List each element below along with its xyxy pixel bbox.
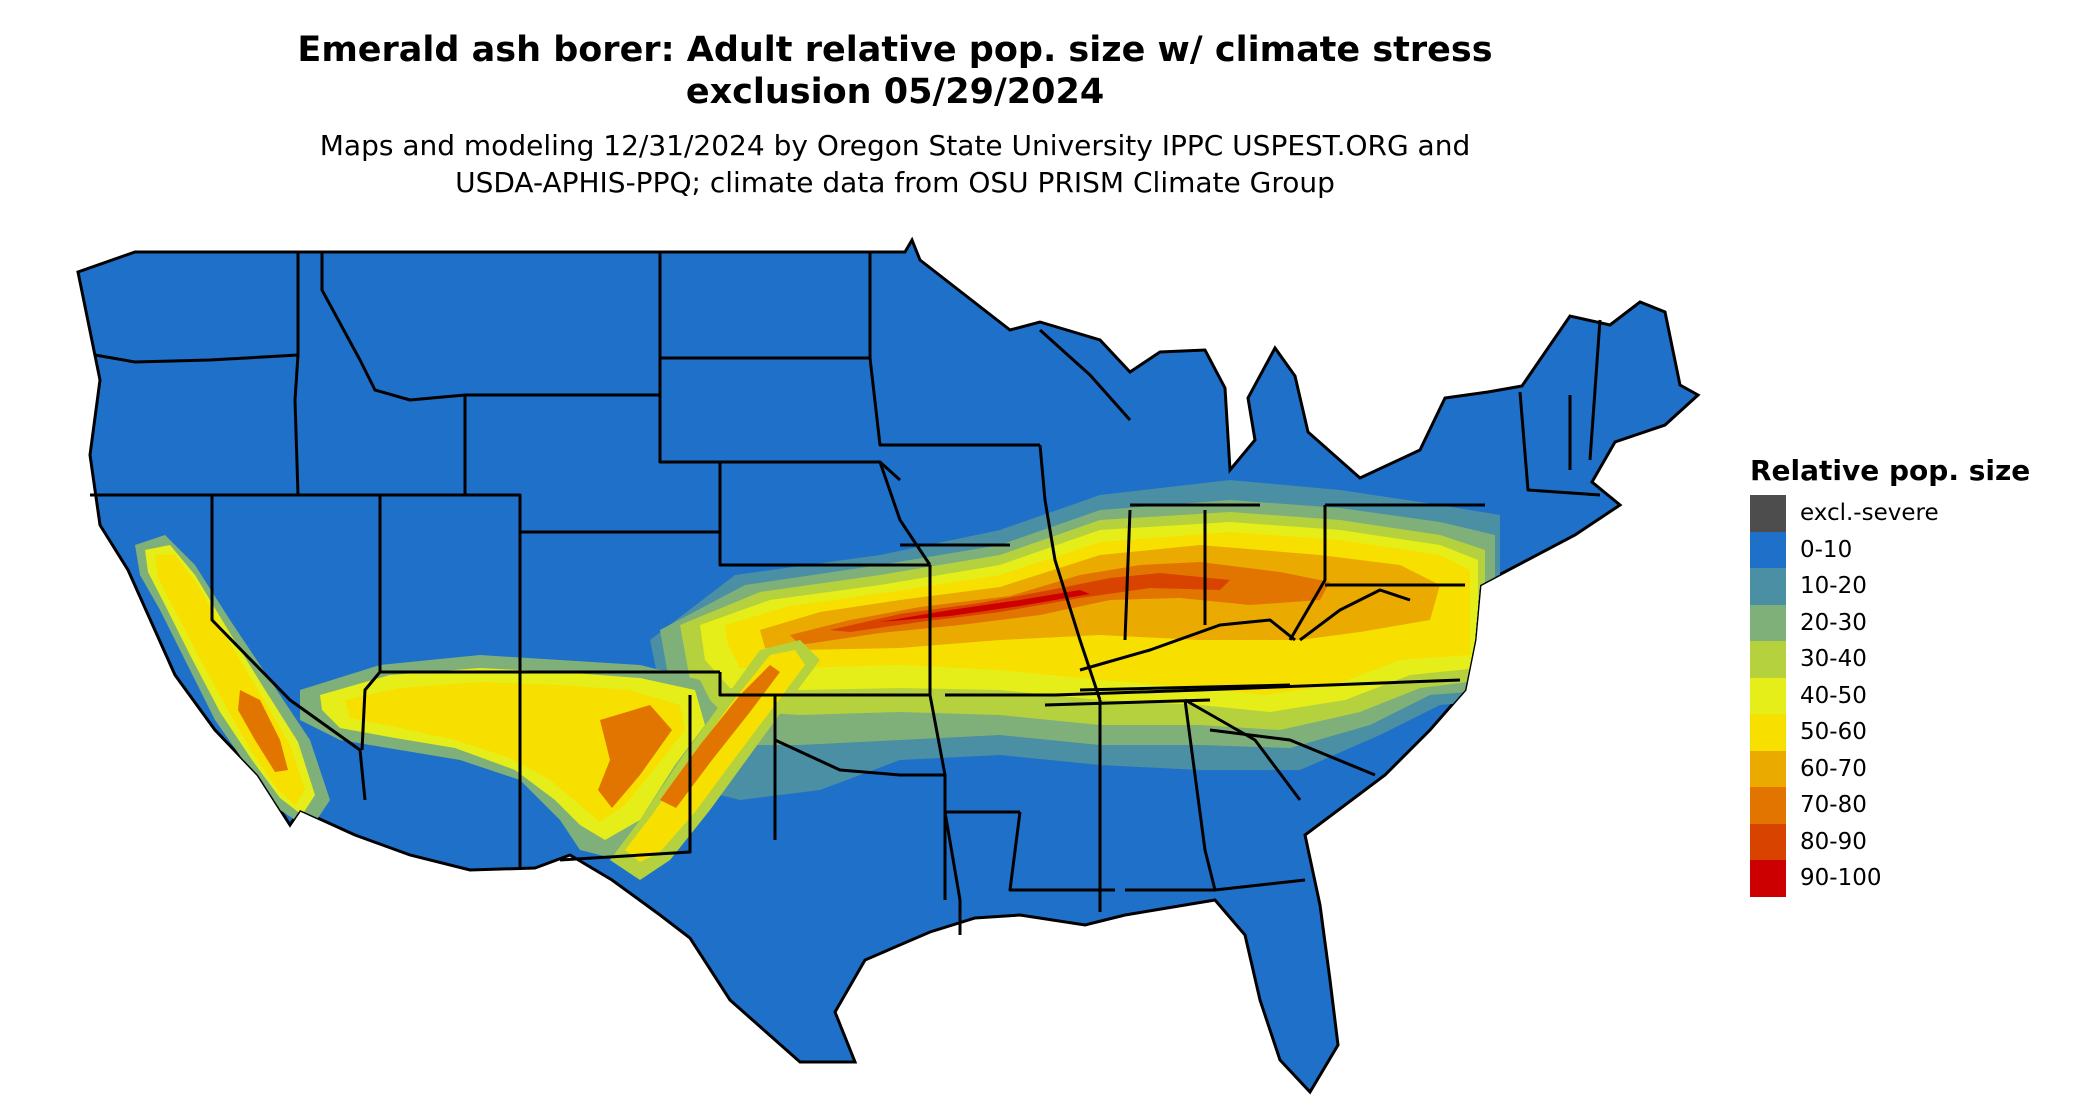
border-ca-nv [210,495,367,801]
border-wy-co-ut [380,493,720,534]
legend-swatch [1750,714,1786,751]
border-ga-sc [1184,698,1302,801]
legend-swatch [1750,750,1786,787]
legend-label: 10-20 [1800,573,1867,600]
map-title-line2: exclusion 05/29/2024 [685,72,1105,112]
border-oh-pa-wv [1288,505,1327,641]
legend: Relative pop. size excl.-severe 0-10 10-20… [1750,453,2030,897]
legend-label: excl.-severe [1800,500,1939,527]
map-subtitle-line2: USDA-APHIS-PPQ; climate data from OSU PR… [455,166,1335,199]
legend-label: 90-100 [1800,865,1882,892]
legend-item: 30-40 [1750,641,2030,678]
border-il [1038,444,1102,701]
border-ky-tn [1079,683,1291,692]
border-tx-la [943,811,962,935]
legend-swatch [1750,531,1786,568]
legend-label: 0-10 [1800,536,1853,563]
legend-item: 50-60 [1750,714,2030,751]
border-sc-nc [1209,728,1376,777]
legend-item: 20-30 [1750,604,2030,641]
legend-label: 30-40 [1800,646,1867,673]
legend-label: 80-90 [1800,828,1867,855]
border-nm-tx [559,695,692,862]
legend-swatch [1750,604,1786,641]
legend-label: 40-50 [1800,682,1867,709]
border-ohio-river [1079,618,1296,672]
border-ne-ia [878,461,932,566]
legend-item: 0-10 [1750,531,2030,568]
border-wi-mi [1038,328,1132,421]
legend-swatch [1750,568,1786,605]
legend-label: 50-60 [1800,719,1867,746]
border-nv-ut-az [360,495,382,751]
map-subtitle-line1: Maps and modeling 12/31/2024 by Oregon S… [319,129,1471,162]
legend-label: 70-80 [1800,792,1867,819]
border-al-fl [1125,878,1306,892]
border-il-in [1123,509,1132,641]
legend-swatch [1750,495,1786,532]
border-id-mt [320,252,466,402]
legend-item: 10-20 [1750,568,2030,605]
legend-swatch [1750,860,1786,897]
border-co-ne-ks [718,532,930,567]
border-wv-va [1299,588,1411,642]
state-borders [90,252,1602,935]
legend-swatch [1750,677,1786,714]
border-al-ga [1183,699,1217,891]
border-or-id [293,354,300,496]
legend-item: 40-50 [1750,677,2030,714]
legend-item: 70-80 [1750,787,2030,824]
legend-swatch [1750,823,1786,860]
legend-swatch [1750,641,1786,678]
border-tn-nc-va [1054,678,1461,697]
border-nh-me [1588,319,1602,461]
legend-title: Relative pop. size [1750,454,2031,487]
map-title-line1: Emerald ash borer: Adult relative pop. s… [297,30,1493,70]
band-90-100-east [880,590,1090,622]
border-mn-wi-ia [868,252,1040,447]
band-70-80-california [238,690,288,772]
border-wa-or [94,353,299,364]
border-ny-vt-ma [1518,391,1601,497]
legend-label: 20-30 [1800,609,1867,636]
legend-item: 60-70 [1750,750,2030,787]
legend-item: 90-100 [1750,860,2030,897]
border-tn-south [1044,698,1211,707]
legend-items: excl.-severe 0-10 10-20 20-30 30-40 40-50 50-6… [1750,495,2030,897]
border-ok-ar [928,694,947,776]
border-la-ms [1008,811,1115,892]
band-70-80-southwest [598,705,672,808]
legend-swatch [1750,787,1786,824]
legend-item: 80-90 [1750,823,2030,860]
legend-item: excl.-severe [1750,495,2030,532]
legend-label: 60-70 [1800,755,1867,782]
